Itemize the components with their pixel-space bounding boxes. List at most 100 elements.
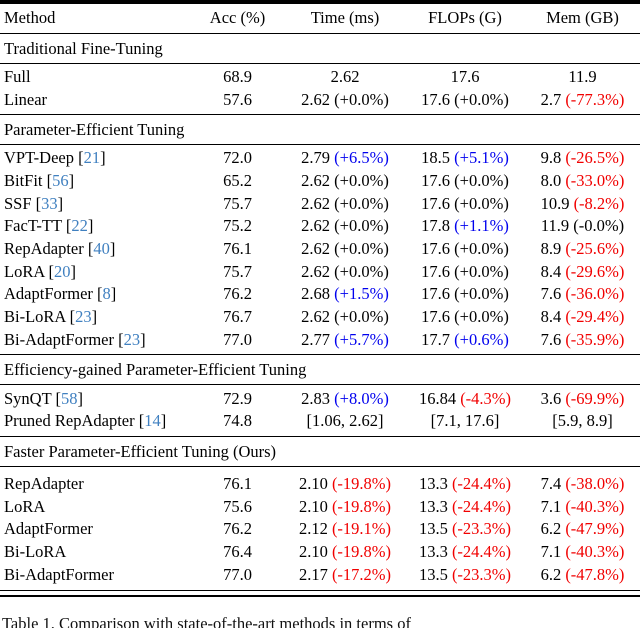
delta-percent: (+0.0%) — [330, 171, 389, 190]
citation-ref: 21 — [83, 148, 101, 168]
column-header-method: Method — [4, 8, 56, 28]
mem-cell: 7.1 (-40.3%) — [540, 541, 625, 561]
mem-cell: [5.9, 8.9] — [552, 411, 613, 431]
time-cell: 2.62 (+0.0%) — [301, 89, 389, 109]
method-cell: SynQT [58] — [4, 388, 83, 408]
delta-percent: (-24.4%) — [447, 496, 512, 516]
mem-cell: 7.1 (-40.3%) — [540, 496, 625, 516]
delta-percent: (+0.0%) — [450, 239, 509, 259]
delta-percent: (+1.1%) — [450, 216, 509, 236]
time-cell: 2.77 (+5.7%) — [301, 329, 389, 349]
mem-cell: 3.6 (-69.9%) — [540, 388, 625, 408]
table-row: RepAdapter 76.1 2.10 (-19.8%) 13.3 (-24.4%)… — [0, 473, 640, 496]
citation-ref: 40 — [93, 239, 110, 259]
delta-percent: (+6.5%) — [330, 148, 389, 168]
method-cell: AdaptFormer [8] — [4, 284, 117, 304]
delta-percent: (-47.9%) — [561, 519, 625, 539]
table-row: Bi-AdaptFormer 77.0 2.17 (-17.2%) 13.5 (-23… — [0, 563, 640, 586]
flops-cell: 13.5 (-23.3%) — [418, 519, 512, 539]
acc-cell: 77.0 — [223, 329, 252, 349]
mem-cell: 7.6 (-36.0%) — [540, 284, 625, 304]
time-cell: 2.83 (+8.0%) — [301, 388, 389, 408]
table-row: VPT-Deep [21] 72.0 2.79 (+6.5%) 18.5 (+5.1%… — [0, 147, 640, 170]
delta-percent: (-38.0%) — [561, 473, 625, 493]
table-row: LoRA [20] 75.7 2.62 (+0.0%) 17.6 (+0.0%) 8.4… — [0, 260, 640, 283]
flops-cell: [7.1, 17.6] — [430, 411, 500, 431]
time-cell: 2.62 (+0.0%) — [301, 261, 389, 281]
citation-ref: 58 — [61, 388, 78, 408]
delta-percent: (+0.0%) — [330, 261, 389, 281]
table-row: Bi-LoRA [23] 76.7 2.62 (+0.0%) 17.6 (+0.0%)… — [0, 306, 640, 329]
time-cell: 2.17 (-17.2%) — [298, 564, 392, 584]
mem-cell: 7.6 (-35.9%) — [540, 329, 625, 349]
table-row: Bi-LoRA 76.4 2.10 (-19.8%) 13.3 (-24.4%) 7.1… — [0, 541, 640, 564]
time-cell: 2.12 (-19.1%) — [298, 519, 392, 539]
mem-cell: 11.9 (-0.0%) — [540, 216, 625, 236]
delta-percent: (+5.1%) — [450, 148, 509, 168]
mem-cell: 2.7 (-77.3%) — [540, 89, 625, 109]
method-cell: LoRA [20] — [4, 261, 76, 281]
delta-percent: (-40.3%) — [561, 541, 625, 561]
table-caption-text: Table 1. Comparison with state-of-the-ar… — [2, 614, 411, 628]
acc-cell: 77.0 — [223, 564, 252, 584]
delta-percent: (-0.0%) — [569, 216, 625, 236]
mem-cell: 10.9 (-8.2%) — [540, 193, 625, 213]
acc-cell: 65.2 — [223, 171, 252, 190]
section-title: Parameter-Efficient Tuning — [0, 115, 640, 145]
table-row: AdaptFormer [8] 76.2 2.68 (+1.5%) 17.6 (+0.… — [0, 283, 640, 306]
delta-percent: (+0.0%) — [450, 89, 509, 109]
delta-percent: (-69.9%) — [561, 388, 625, 408]
method-cell: Bi-AdaptFormer [23] — [4, 329, 146, 349]
table-row: Full 68.9 2.62 17.6 11.9 — [0, 66, 640, 89]
delta-percent: (+8.0%) — [330, 388, 389, 408]
acc-cell: 75.7 — [223, 193, 252, 213]
table-row: BitFit [56] 65.2 2.62 (+0.0%) 17.6 (+0.0%) 8… — [0, 170, 640, 193]
flops-cell: 13.3 (-24.4%) — [418, 473, 512, 493]
mem-cell: 8.0 (-33.0%) — [540, 171, 625, 190]
acc-cell: 76.2 — [223, 519, 252, 539]
delta-percent: (-8.2%) — [569, 193, 625, 213]
flops-cell: 17.6 (+0.0%) — [421, 171, 509, 190]
acc-cell: 72.9 — [223, 388, 252, 408]
delta-percent: (+0.0%) — [450, 284, 509, 304]
mem-cell: 9.8 (-26.5%) — [540, 148, 625, 168]
section-body: VPT-Deep [21] 72.0 2.79 (+6.5%) 18.5 (+5.1%… — [0, 145, 640, 356]
flops-cell: 13.3 (-24.4%) — [418, 541, 512, 561]
delta-percent: (+0.0%) — [330, 216, 389, 236]
delta-percent: (-19.1%) — [327, 519, 392, 539]
delta-percent: (+0.0%) — [330, 193, 389, 213]
delta-percent: (-17.2%) — [327, 564, 392, 584]
time-cell: 2.10 (-19.8%) — [298, 541, 392, 561]
column-header-acc: Acc (%) — [209, 8, 266, 28]
section-body: RepAdapter 76.1 2.10 (-19.8%) 13.3 (-24.4%)… — [0, 467, 640, 590]
time-cell: 2.68 (+1.5%) — [301, 284, 389, 304]
table-row: FacT-TT [22] 75.2 2.62 (+0.0%) 17.8 (+1.1%)… — [0, 215, 640, 238]
delta-percent: (-23.3%) — [447, 564, 512, 584]
flops-cell: 18.5 (+5.1%) — [421, 148, 509, 168]
table-top-rule — [0, 0, 640, 4]
flops-cell: 17.6 (+0.0%) — [421, 261, 509, 281]
delta-percent: (-40.3%) — [561, 496, 625, 516]
acc-cell: 76.4 — [223, 541, 252, 561]
flops-cell: 17.7 (+0.6%) — [421, 329, 509, 349]
delta-percent: (-24.4%) — [447, 541, 512, 561]
acc-cell: 68.9 — [223, 66, 252, 86]
delta-percent: (-29.6%) — [561, 261, 625, 281]
delta-percent: (+1.5%) — [330, 284, 389, 304]
citation-ref: 23 — [123, 329, 141, 349]
citation-ref: 33 — [41, 193, 58, 213]
delta-percent: (+0.0%) — [330, 307, 389, 327]
method-cell: RepAdapter [40] — [4, 239, 116, 259]
time-cell: 2.62 — [330, 66, 360, 86]
flops-cell: 17.6 (+0.0%) — [421, 307, 509, 327]
acc-cell: 75.6 — [223, 496, 252, 516]
delta-percent: (+0.0%) — [450, 193, 509, 213]
section-title: Faster Parameter-Efficient Tuning (Ours) — [0, 437, 640, 467]
delta-percent: (-24.4%) — [447, 473, 512, 493]
citation-ref: 23 — [75, 307, 92, 327]
time-cell: [1.06, 2.62] — [306, 411, 384, 431]
method-cell: BitFit [56] — [4, 171, 75, 190]
citation-ref: 20 — [53, 261, 71, 281]
acc-cell: 74.8 — [223, 411, 252, 431]
section-body: Full 68.9 2.62 17.6 11.9 Linear 57.6 2.62 (+0.0… — [0, 64, 640, 115]
